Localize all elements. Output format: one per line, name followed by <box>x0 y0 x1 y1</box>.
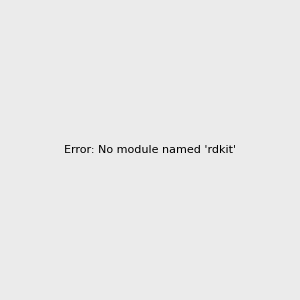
Text: Error: No module named 'rdkit': Error: No module named 'rdkit' <box>64 145 236 155</box>
